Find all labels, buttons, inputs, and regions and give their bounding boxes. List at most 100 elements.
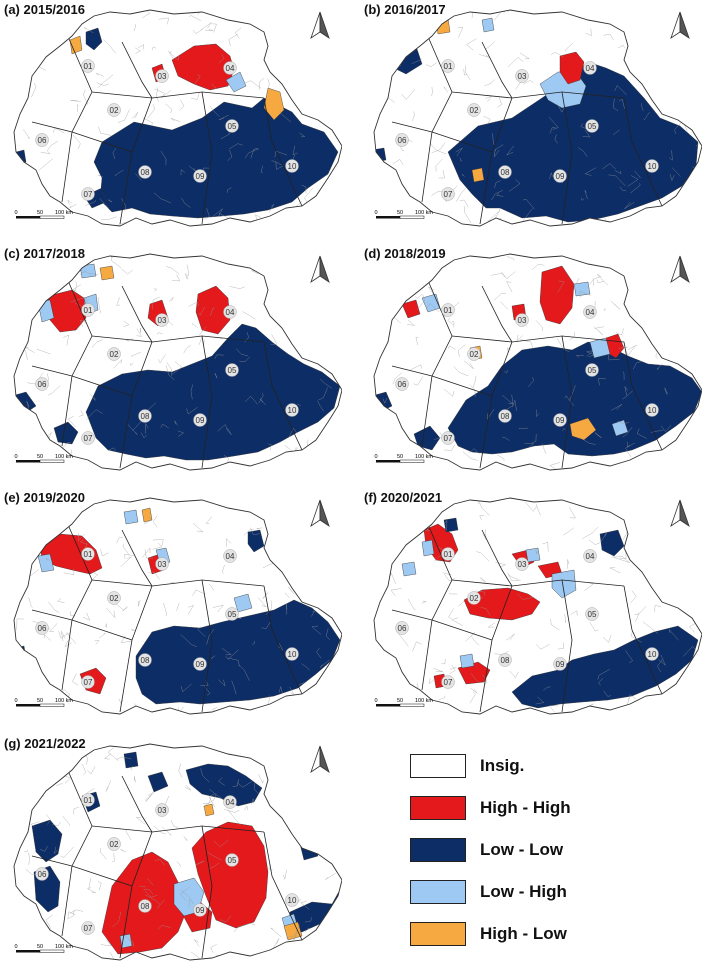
municipality-border [580, 197, 585, 201]
municipality-border [569, 507, 576, 519]
cluster-layer [14, 263, 341, 461]
municipality-border [17, 905, 24, 917]
municipality-border [597, 669, 610, 680]
panel-title: (e) 2019/2020 [4, 490, 85, 505]
municipality-border [340, 690, 342, 700]
north-arrow-right [319, 255, 330, 283]
cluster-low-low [31, 819, 63, 863]
municipality-border [188, 898, 191, 908]
region-label: 05 [228, 610, 237, 619]
region-label: 10 [648, 406, 657, 415]
municipality-border [225, 649, 239, 660]
municipality-border [390, 572, 397, 584]
map-panel-b: (b) 2016/2017 01 02 03 04 05 06 07 08 09 10 0 50 100… [362, 2, 702, 232]
region-label: 10 [648, 650, 657, 659]
municipality-border [18, 344, 26, 350]
municipality-border [142, 547, 151, 558]
municipality-border [27, 691, 32, 701]
municipality-border [633, 361, 643, 370]
municipality-border [83, 612, 91, 621]
region-label: 07 [84, 434, 93, 443]
municipality-border [630, 630, 642, 643]
municipality-border [209, 105, 220, 117]
municipality-border [449, 666, 457, 670]
region-border [481, 529, 513, 587]
region-borders [391, 31, 663, 225]
municipality-border [322, 214, 331, 221]
municipality-border [284, 445, 293, 452]
state-outline [13, 497, 342, 715]
municipality-border [200, 768, 210, 783]
municipality-border [509, 179, 521, 192]
municipality-border [148, 571, 160, 580]
north-arrow-left [670, 499, 681, 527]
municipality-border [598, 378, 606, 386]
municipality-border [463, 360, 474, 370]
north-arrow-left [310, 499, 321, 527]
municipality-border [133, 23, 136, 32]
municipality-border [228, 657, 240, 667]
municipality-border [415, 293, 423, 299]
municipality-border [292, 145, 298, 156]
municipality-border [23, 129, 31, 139]
municipality-border [550, 618, 560, 631]
panel-title: (a) 2015/2016 [4, 2, 85, 17]
municipality-border [439, 254, 449, 256]
region-border [481, 41, 513, 99]
municipality-border [256, 527, 263, 530]
municipality-border [72, 281, 78, 295]
cluster-high-high [195, 285, 231, 335]
region-marker [395, 377, 409, 391]
region-label: 07 [444, 678, 453, 687]
municipality-border [95, 72, 104, 77]
municipality-border [310, 317, 320, 329]
municipality-border [210, 307, 215, 316]
municipality-border [221, 648, 232, 656]
scale-label: 0 [14, 944, 17, 950]
region-label: 08 [501, 412, 510, 421]
municipality-border [648, 293, 659, 306]
municipality-border [509, 670, 519, 678]
municipality-border [618, 98, 625, 109]
municipality-border [465, 65, 471, 80]
municipality-border [668, 629, 679, 641]
municipality-border [381, 295, 394, 306]
municipality-border [68, 415, 76, 427]
region-label: 06 [398, 624, 407, 633]
region-marker [467, 103, 481, 117]
scale-label: 100 km [415, 454, 433, 460]
municipality-border [213, 839, 229, 848]
municipality-border [62, 815, 70, 826]
region-label: 08 [141, 902, 150, 911]
scale-segment [376, 216, 400, 219]
municipality-border [475, 590, 486, 596]
region-border [201, 579, 213, 713]
municipality-border [134, 776, 136, 783]
municipality-border [84, 10, 92, 12]
cluster-low-high [481, 17, 495, 33]
region-label: 02 [110, 106, 119, 115]
municipality-border [120, 635, 133, 643]
municipality-border [218, 114, 229, 121]
region-marker [193, 903, 207, 917]
municipality-border [212, 604, 224, 613]
municipality-border [269, 18, 275, 31]
region-label: 07 [444, 190, 453, 199]
region-label: 03 [518, 72, 527, 81]
municipality-border [214, 373, 218, 379]
municipality-border [579, 290, 591, 298]
region-border [31, 121, 133, 153]
municipality-border [676, 683, 688, 687]
municipality-border [517, 593, 534, 600]
municipality-border [177, 430, 184, 437]
municipality-border [501, 271, 516, 279]
municipality-border [111, 911, 121, 928]
municipality-border [43, 634, 51, 641]
municipality-border [500, 301, 509, 310]
municipality-border [304, 928, 310, 932]
legend-item-high-low: High - Low [410, 916, 660, 958]
cluster-low-low [85, 27, 103, 51]
municipality-border [152, 296, 160, 310]
municipality-border [430, 143, 447, 155]
region-label: 08 [141, 412, 150, 421]
